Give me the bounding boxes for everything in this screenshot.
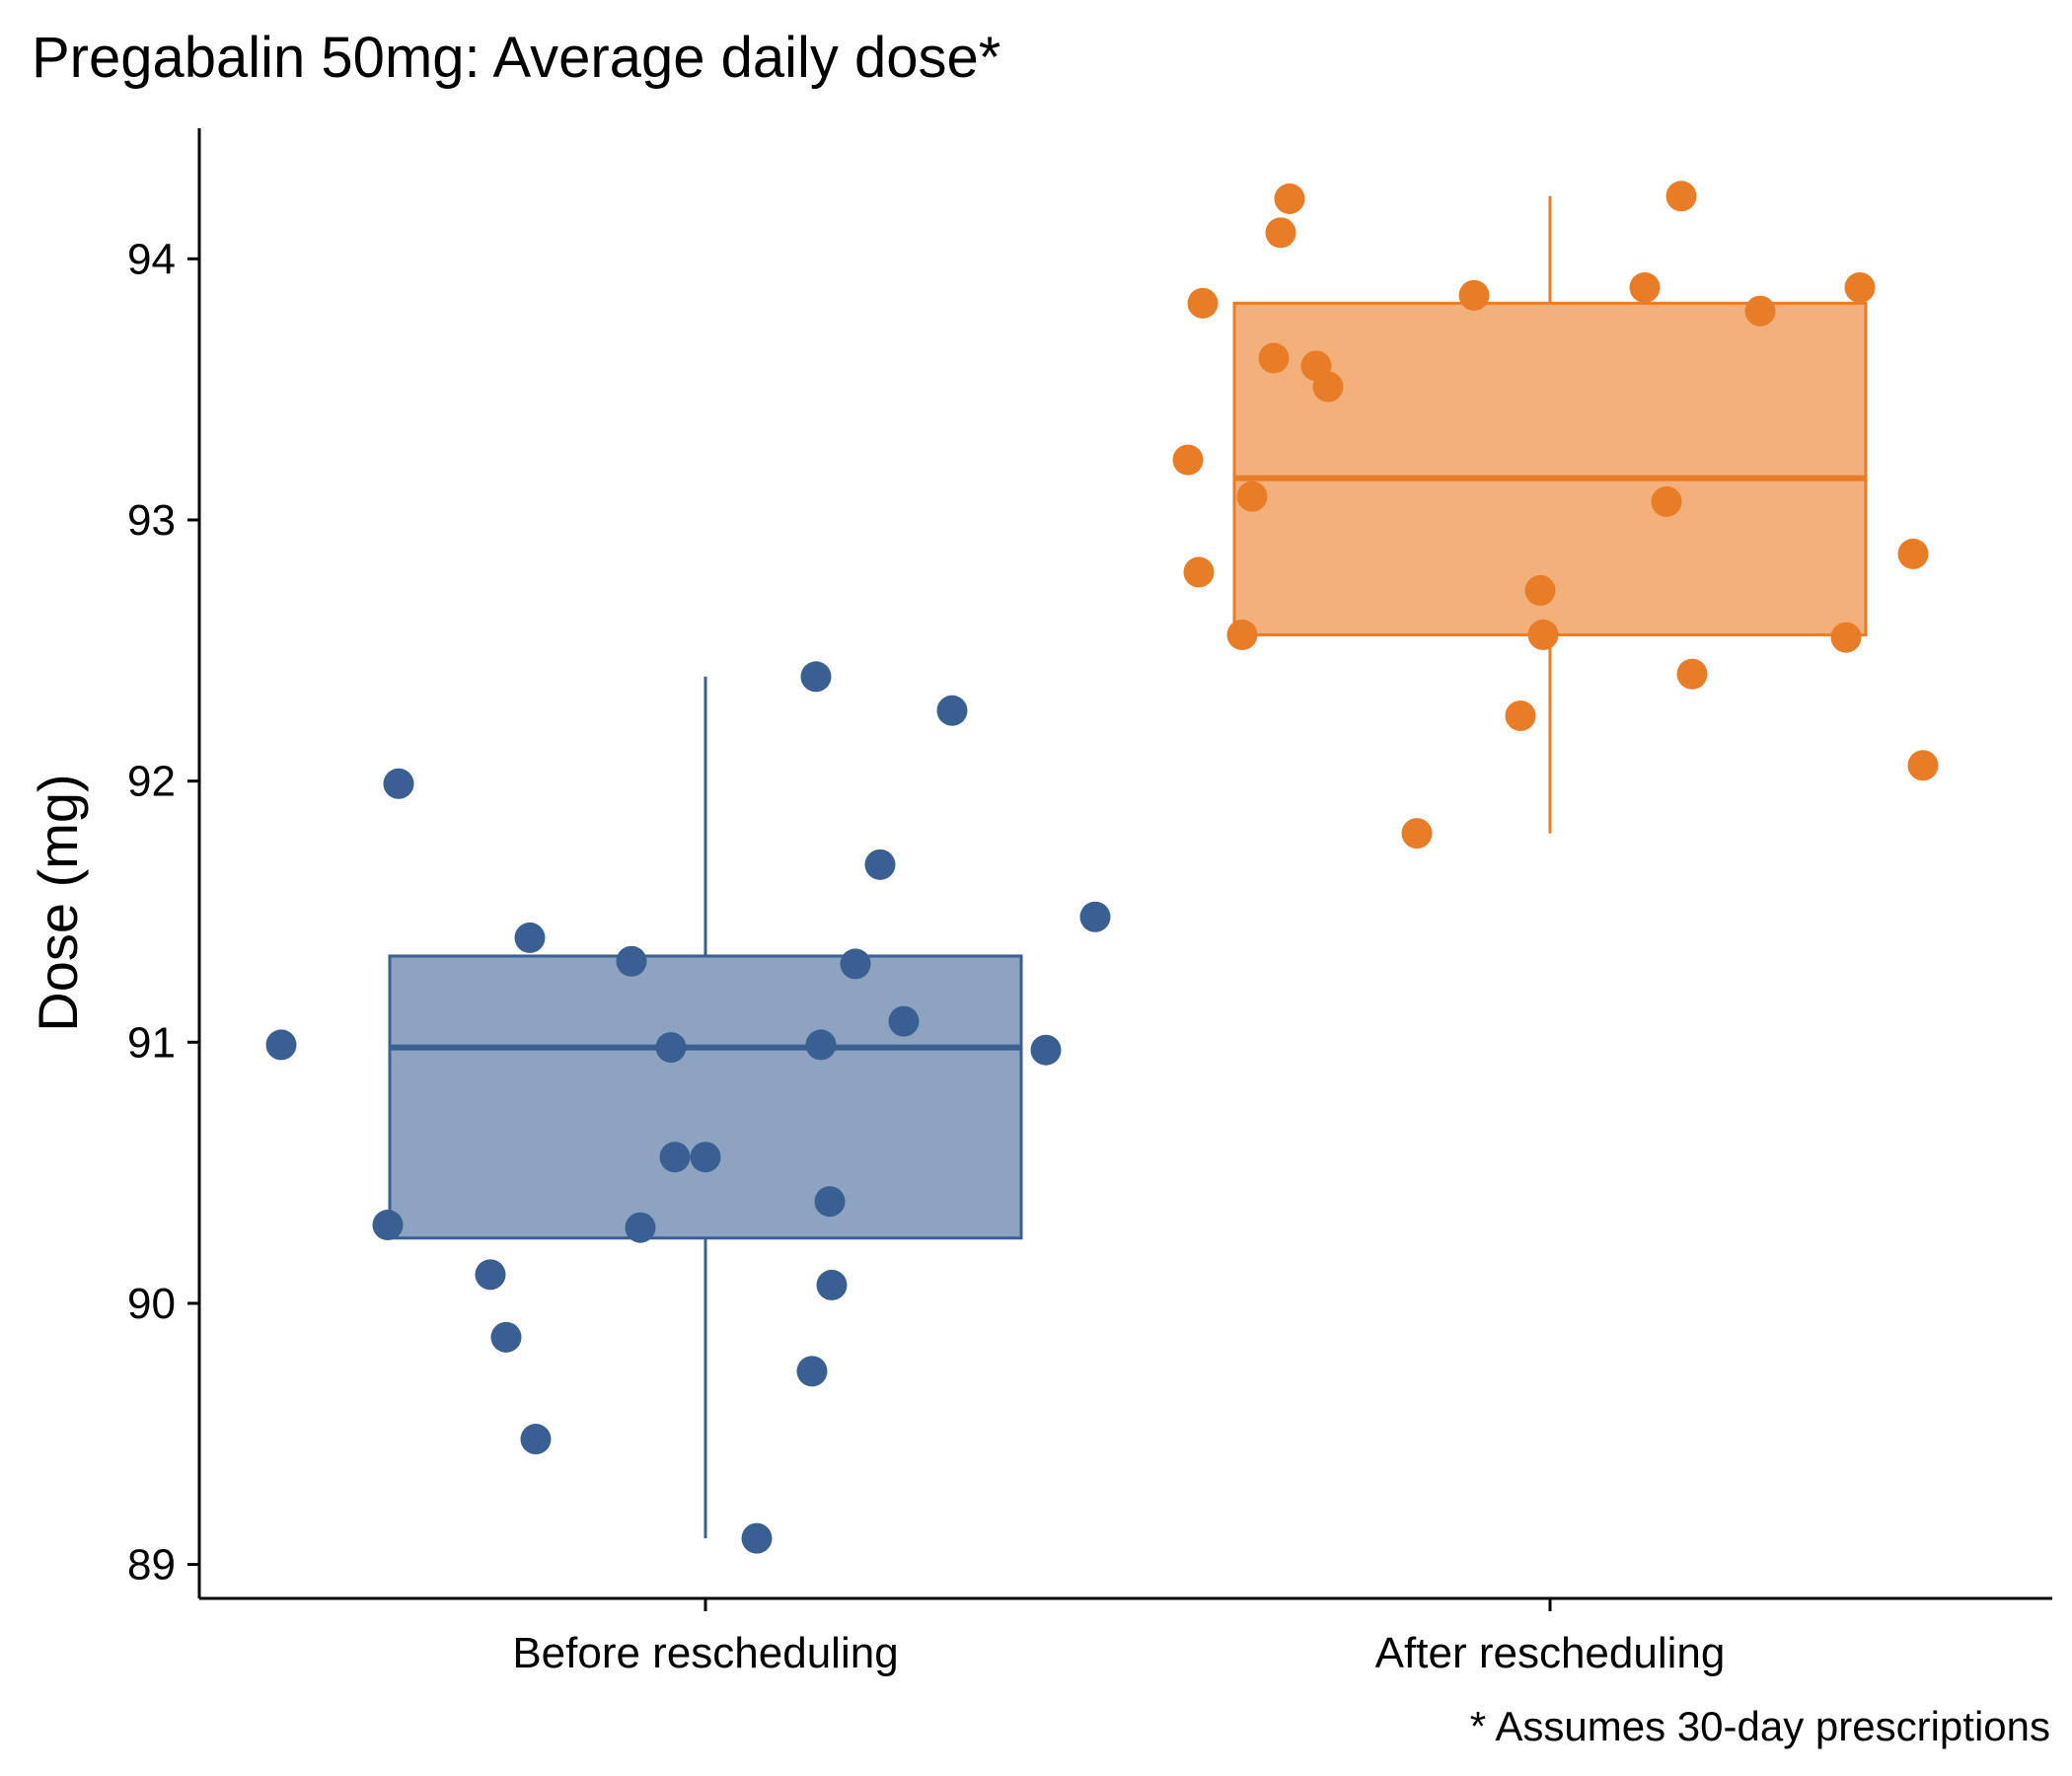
data-point [1651,485,1682,517]
data-point [1744,295,1776,327]
y-tick-label: 94 [127,235,176,283]
data-point [372,1210,404,1241]
data-point [805,1029,837,1061]
data-point [864,849,896,880]
data-point [1226,619,1258,650]
data-point [1844,271,1876,303]
data-point [1274,183,1305,214]
box-iqr [388,954,1023,1240]
y-tick-label: 92 [127,758,176,806]
data-point [1629,271,1661,303]
data-point [1907,750,1939,781]
plot-area [265,181,1939,1554]
chart-title: Pregabalin 50mg: Average daily dose* [32,26,1000,90]
data-point [1183,556,1215,588]
data-point [741,1522,773,1554]
data-point [1676,658,1708,690]
data-point [490,1321,522,1353]
x-tick-label: After rescheduling [1375,1629,1726,1677]
data-point [840,948,871,980]
data-point [888,1005,920,1037]
data-point [1172,444,1204,476]
data-point [1505,700,1536,731]
data-point [659,1142,691,1173]
data-point [1458,279,1490,311]
data-point [1830,622,1862,653]
x-axis-ticks: Before rescheduling After rescheduling [512,1598,1725,1677]
data-point [616,945,647,977]
data-point [1524,574,1556,606]
y-tick-label: 90 [127,1280,176,1328]
data-point [796,1356,828,1387]
data-point [655,1032,687,1064]
y-tick-label: 91 [127,1018,176,1067]
data-point [1527,619,1559,650]
data-point [475,1259,506,1291]
y-axis-title: Dose (mg) [27,774,89,1031]
data-point [690,1142,721,1173]
data-point [1258,342,1290,374]
data-point [1265,217,1296,249]
data-point [625,1212,656,1243]
data-point [383,768,414,799]
data-point [800,661,832,693]
y-tick-label: 93 [127,496,176,545]
y-tick-label: 89 [127,1541,176,1590]
data-point [1312,371,1344,403]
data-point [936,695,968,726]
data-point [514,922,546,953]
chart-caption: * Assumes 30-day prescriptions [1470,1703,2050,1749]
data-point [1030,1034,1062,1066]
data-point [265,1029,297,1061]
data-point [1401,818,1433,850]
data-point [1187,287,1219,319]
data-point [1665,181,1697,212]
data-point [1079,901,1111,932]
data-point [520,1424,552,1455]
y-axis-ticks: 89 90 91 92 93 94 [127,235,199,1590]
data-point [1236,481,1268,512]
data-point [1897,538,1929,569]
data-point [816,1269,848,1300]
data-point [814,1186,846,1218]
x-tick-label: Before rescheduling [512,1629,898,1677]
